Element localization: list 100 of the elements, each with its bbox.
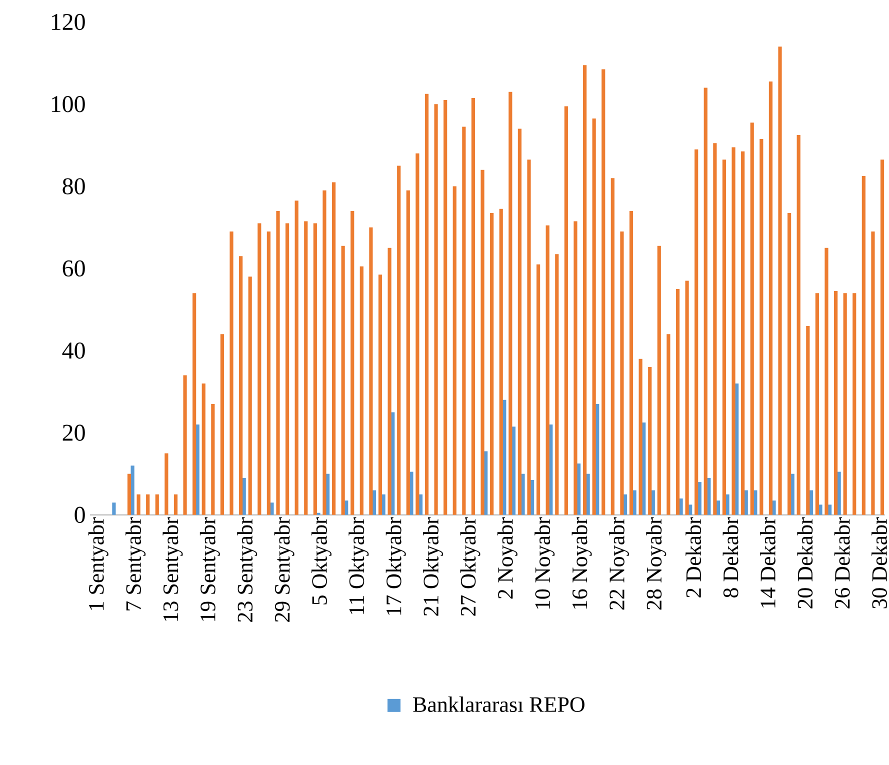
bar <box>657 246 661 515</box>
bar <box>258 223 262 515</box>
bar <box>586 474 590 515</box>
bar <box>651 490 655 515</box>
y-tick-label: 20 <box>62 424 85 441</box>
bar <box>788 213 792 515</box>
y-tick-label: 80 <box>62 178 85 194</box>
y-tick-label: 0 <box>74 506 85 524</box>
x-tick-label: 1 Sentyabr <box>88 517 108 610</box>
bar <box>843 293 847 515</box>
bar <box>518 128 522 515</box>
x-tick-label: 8 Dekabr <box>722 517 738 598</box>
x-tick-label: 21 Oktyabr <box>423 517 444 616</box>
bar <box>382 494 386 515</box>
y-tick-label: 100 <box>52 96 85 112</box>
bar <box>174 494 178 515</box>
bar <box>632 490 636 515</box>
bar <box>824 248 828 515</box>
bar <box>424 94 429 515</box>
bar <box>852 293 856 515</box>
bar <box>434 104 438 515</box>
bar <box>698 482 702 515</box>
x-tick-label: 5 Oktyabr <box>311 517 332 604</box>
x-tick-label: 17 Oktyabr <box>386 517 406 615</box>
x-tick-label: 28 Noyabr <box>646 517 666 610</box>
bar <box>806 326 810 515</box>
x-tick-label: 2 Noyabr <box>497 517 518 599</box>
bar <box>666 334 670 515</box>
bar <box>796 135 800 515</box>
bar <box>332 182 336 515</box>
bar <box>202 384 206 515</box>
bar <box>397 166 401 515</box>
bar <box>809 490 813 515</box>
bar <box>704 88 708 515</box>
bar <box>378 274 382 515</box>
bar <box>527 160 531 515</box>
x-tick-label: 14 Dekabr <box>760 517 776 608</box>
bar <box>750 122 754 515</box>
x-tick-label: 19 Sentyabr <box>200 517 220 621</box>
y-tick-label: 40 <box>62 342 85 359</box>
bar <box>239 256 243 515</box>
bar <box>192 293 196 515</box>
bar <box>248 276 252 515</box>
bar <box>242 478 246 515</box>
bar <box>546 225 550 515</box>
bar <box>452 186 456 515</box>
bar <box>834 291 838 515</box>
bar <box>768 82 773 515</box>
x-tick-label: 23 Sentyabr <box>237 517 258 622</box>
bar <box>444 100 448 515</box>
x-tick-label: 26 Dekabr <box>834 517 850 608</box>
bar <box>772 500 776 515</box>
bar <box>676 289 680 515</box>
bar <box>418 494 423 515</box>
bar <box>304 221 308 515</box>
bar <box>620 232 624 515</box>
bar <box>130 466 134 515</box>
bar <box>574 221 578 515</box>
bar <box>183 375 187 515</box>
legend-label: Banklararası REPO <box>413 696 584 712</box>
x-tick-label: 13 Sentyabr <box>162 517 183 621</box>
bar <box>790 474 794 515</box>
bar <box>266 232 270 515</box>
bar <box>815 293 819 515</box>
bar <box>490 213 494 515</box>
x-tick-label: 22 Noyabr <box>608 517 629 610</box>
bar <box>732 147 736 515</box>
bar <box>164 453 168 515</box>
bar <box>638 358 642 515</box>
y-tick-label: 120 <box>52 14 85 30</box>
y-tick-label: 60 <box>62 260 85 277</box>
bar <box>313 223 317 515</box>
bar <box>862 176 866 515</box>
bar <box>685 280 689 515</box>
bar <box>582 65 587 515</box>
bar <box>648 367 652 515</box>
bar <box>276 211 280 515</box>
bar <box>350 211 354 515</box>
bar <box>471 98 476 515</box>
bar <box>196 424 200 515</box>
bar <box>127 474 132 515</box>
bar <box>294 200 298 515</box>
bar <box>146 494 150 515</box>
x-tick-label: 27 Oktyabr <box>460 517 480 616</box>
bar <box>602 69 606 515</box>
bar <box>880 160 884 515</box>
bar <box>155 494 159 515</box>
bar <box>837 472 841 515</box>
bar <box>818 504 822 515</box>
bar <box>512 426 516 515</box>
x-tick-label: 2 Dekabr <box>686 517 702 598</box>
x-tick-label: 30 Dekabr <box>872 517 888 608</box>
bar <box>406 190 410 515</box>
bar <box>462 126 466 515</box>
bar <box>388 248 392 515</box>
bar <box>629 211 634 515</box>
bar <box>230 232 234 515</box>
bar <box>713 143 717 515</box>
bar <box>112 502 116 515</box>
bar <box>760 139 764 515</box>
